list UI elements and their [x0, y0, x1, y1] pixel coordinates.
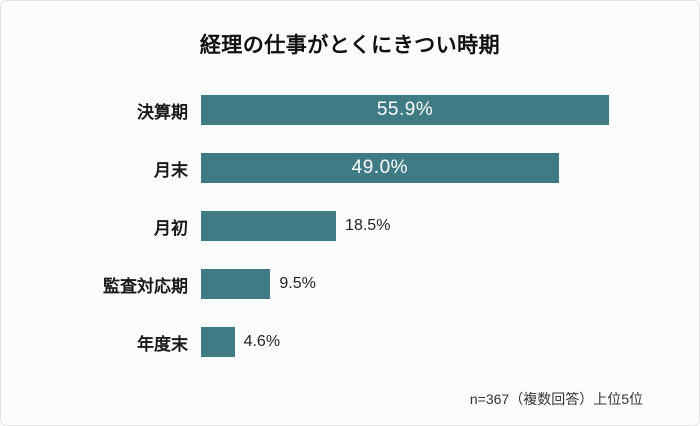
bar-chart: 決算期 55.9% 月末 49.0% 月初 18.5% 監査対応期 9 — [1, 95, 699, 357]
bar-row: 月初 18.5% — [15, 211, 639, 241]
category-label: 監査対応期 — [103, 276, 188, 296]
value-label: 55.9% — [376, 99, 434, 120]
sample-size-note: n=367（複数回答）上位5位 — [469, 391, 643, 407]
bar: 49.0% — [201, 153, 559, 183]
category-label: 決算期 — [137, 102, 188, 122]
bar-track: 55.9% — [201, 95, 639, 125]
bar-row: 月末 49.0% — [15, 153, 639, 183]
category-label: 月初 — [154, 218, 188, 238]
bar — [201, 327, 235, 357]
bar: 55.9% — [201, 95, 610, 125]
bar-track: 4.6% — [201, 327, 639, 357]
bar-track: 49.0% — [201, 153, 639, 183]
value-label: 9.5% — [279, 275, 316, 292]
category-label: 年度末 — [137, 334, 188, 354]
value-label: 49.0% — [351, 157, 409, 178]
category-label: 月末 — [154, 160, 188, 180]
chart-title: 経理の仕事がとくにきつい時期 — [199, 34, 501, 57]
bar-track: 9.5% — [201, 269, 639, 299]
bar — [201, 269, 271, 299]
value-label: 18.5% — [345, 217, 391, 234]
value-label: 4.6% — [243, 333, 281, 350]
bar-row: 年度末 4.6% — [15, 327, 639, 357]
bar — [201, 211, 337, 241]
bar-row: 決算期 55.9% — [15, 95, 639, 125]
bar-track: 18.5% — [201, 211, 639, 241]
bar-row: 監査対応期 9.5% — [15, 269, 639, 299]
